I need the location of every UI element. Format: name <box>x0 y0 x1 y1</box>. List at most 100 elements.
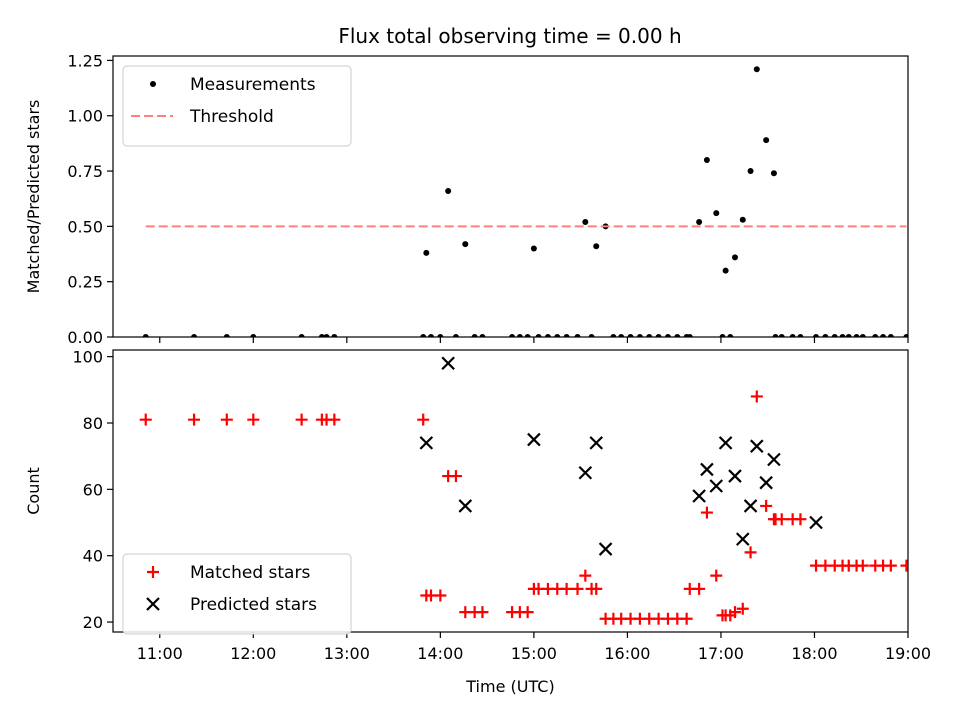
measurement-point <box>563 334 570 337</box>
measurement-point <box>323 334 330 337</box>
matched-stars-point <box>700 506 713 519</box>
y-axis-label: Matched/Predicted stars <box>24 100 43 294</box>
predicted-stars-point <box>709 479 724 493</box>
measurement-point <box>739 216 746 223</box>
matched-stars-point <box>476 606 489 619</box>
legend-box <box>122 65 352 147</box>
matched-stars-point <box>794 513 807 526</box>
measurement-point <box>530 245 537 252</box>
measurement-point <box>191 334 198 337</box>
matched-stars-point <box>590 582 603 595</box>
matched-stars-point <box>417 413 430 426</box>
measurement-point <box>610 334 617 337</box>
figure-title: Flux total observing time = 0.00 h <box>338 24 681 48</box>
matched-stars-point <box>521 606 534 619</box>
y-tick-label: 80 <box>83 414 103 433</box>
measurement-point <box>772 334 779 337</box>
measurement-point <box>516 334 523 337</box>
matched-stars-point <box>750 390 763 403</box>
measurement-point <box>686 334 693 337</box>
measurement-point <box>880 334 887 337</box>
measurement-point <box>535 334 542 337</box>
measurement-point <box>582 218 589 225</box>
measurement-point <box>845 334 852 337</box>
measurement-point <box>588 334 595 337</box>
matched-stars-point <box>188 413 201 426</box>
legend-measurement-swatch <box>150 81 156 87</box>
matched-stars-point <box>571 582 584 595</box>
measurement-point <box>437 334 444 337</box>
predicted-stars-point <box>809 515 823 530</box>
y-axis-label: Count <box>24 467 43 515</box>
matched-stars-point <box>884 559 897 572</box>
y-tick-label: 0.00 <box>67 328 103 347</box>
measurement-point <box>646 334 653 337</box>
measurement-point <box>524 334 531 337</box>
matched-stars-point <box>680 612 693 625</box>
matched-stars-point <box>295 413 308 426</box>
measurement-point <box>452 334 459 337</box>
matched-stars-point <box>900 559 908 572</box>
measurement-point <box>727 334 734 337</box>
measurement-point <box>753 66 760 73</box>
legend: Measurements Threshold <box>122 65 352 147</box>
measurement-point <box>298 334 305 337</box>
predicted-stars-point <box>458 499 473 513</box>
matched-stars-point <box>693 582 706 595</box>
x-tick-label: 15:00 <box>511 644 557 663</box>
axes-frame <box>112 349 909 633</box>
legend: Matched stars Predicted stars <box>122 553 352 635</box>
predicted-stars-point <box>728 469 742 483</box>
x-tick-label: 18:00 <box>791 644 837 663</box>
measurement-point <box>420 334 427 337</box>
measurement-point <box>903 334 908 337</box>
measurement-point <box>831 334 838 337</box>
measurement-point <box>627 334 634 337</box>
matched-stars-point <box>775 513 788 526</box>
matched-stars-point <box>579 569 592 582</box>
measurement-point <box>747 168 754 175</box>
legend-label: Measurements <box>190 75 316 95</box>
y-tick-label: 60 <box>83 480 103 499</box>
predicted-stars-point <box>718 436 733 450</box>
legend-label: Threshold <box>189 107 274 127</box>
measurement-point <box>636 334 643 337</box>
measurement-point <box>664 334 671 337</box>
predicted-stars-point <box>419 436 434 450</box>
measurement-point <box>428 334 434 337</box>
measurement-point <box>770 170 777 177</box>
predicted-stars-point <box>578 465 593 480</box>
x-tick-label: 19:00 <box>885 644 931 663</box>
predicted-stars-point <box>700 462 714 477</box>
x-tick-label: 14:00 <box>417 644 463 663</box>
measurement-point <box>445 187 452 194</box>
measurement-point <box>618 334 625 337</box>
data-layer <box>139 356 908 625</box>
matched-stars-point <box>736 602 749 615</box>
matched-stars-point <box>139 413 152 426</box>
y-tick-label: 0.50 <box>67 217 103 236</box>
x-tick-label: 17:00 <box>698 644 744 663</box>
matched-stars-point <box>744 546 757 559</box>
matched-stars-point <box>560 582 573 595</box>
y-tick-label: 40 <box>83 547 103 566</box>
matched-stars-point <box>449 470 462 483</box>
measurement-point <box>719 334 726 337</box>
x-tick-label: 16:00 <box>604 644 650 663</box>
measurement-point <box>778 334 785 337</box>
measurement-point <box>462 241 469 248</box>
y-tick-label: 20 <box>83 613 103 632</box>
predicted-stars-point <box>589 436 604 450</box>
matched-stars-point <box>434 589 447 602</box>
measurement-point <box>554 334 561 337</box>
legend-label: Predicted stars <box>190 595 317 615</box>
measurement-point <box>223 334 230 337</box>
measurement-point <box>593 243 600 250</box>
measurement-point <box>331 334 338 337</box>
matched-stars-point <box>710 569 723 582</box>
measurement-point <box>813 334 820 337</box>
measurement-point <box>872 334 879 337</box>
measurement-point <box>142 334 149 337</box>
predicted-stars-point <box>441 356 455 371</box>
predicted-stars-point <box>692 489 706 503</box>
